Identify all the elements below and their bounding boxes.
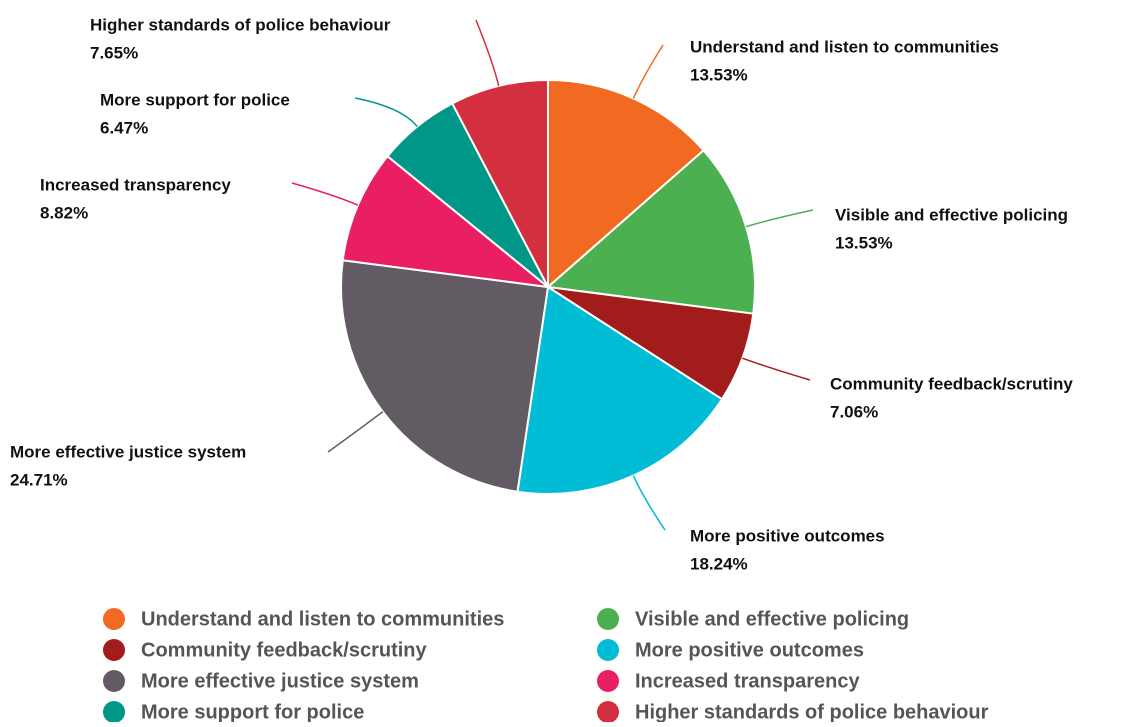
data-label-value: 24.71% [10,470,68,489]
data-label-value: 7.65% [90,43,138,62]
leader-line [632,44,664,99]
data-label-name: Community feedback/scrutiny [830,374,1073,393]
data-label-value: 6.47% [100,118,148,137]
legend-label: Higher standards of police behaviour [635,701,989,722]
legend-label: More effective justice system [141,670,419,692]
data-label-value: 13.53% [835,233,893,252]
leader-line [632,475,666,531]
pie-slice [450,78,549,288]
legend-swatch [103,701,125,723]
legend-swatch [597,608,619,630]
legend-label: Community feedback/scrutiny [141,639,428,661]
legend-swatch [103,670,125,692]
leader-line [475,19,500,87]
legend-swatch [597,639,619,661]
legend-label: Increased transparency [635,670,860,692]
data-label-value: 7.06% [830,402,878,421]
legend-swatch [597,701,619,723]
pie-slice [340,259,550,493]
leader-line [327,411,384,453]
legend-swatch [103,639,125,661]
legend-swatch [597,670,619,692]
legend-label: More support for police [141,701,364,722]
pie-slice [545,148,756,315]
legend-swatch [103,608,125,630]
legend-label: More positive outcomes [635,639,864,661]
data-label-name: More support for police [100,90,290,109]
leader-line [745,209,814,228]
data-label-name: Understand and listen to communities [690,37,999,56]
data-label-name: More effective justice system [10,442,246,461]
legend-label: Understand and listen to communities [141,608,504,630]
data-label-name: Higher standards of police behaviour [90,15,391,34]
data-label-name: Visible and effective policing [835,205,1068,224]
data-label-value: 18.24% [690,554,748,573]
leader-line [291,182,359,206]
data-label-name: More positive outcomes [690,526,885,545]
legend-label: Visible and effective policing [635,608,909,630]
pie-slice [516,285,724,495]
data-label-name: Increased transparency [40,175,231,194]
data-label-value: 13.53% [690,65,748,84]
leader-line [354,97,418,128]
leader-line [742,357,811,381]
data-label-value: 8.82% [40,203,88,222]
pie-slice [547,78,705,290]
